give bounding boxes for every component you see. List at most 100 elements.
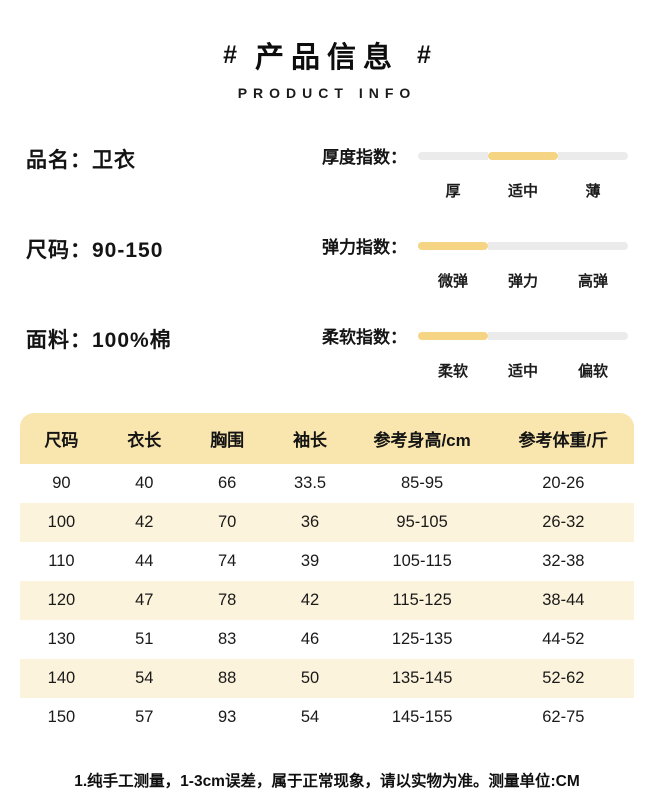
cell: 39 xyxy=(300,552,320,570)
index-options: 微弹 弹力 高弹 xyxy=(418,270,628,291)
col-header-length: 衣长 xyxy=(102,413,186,464)
cell: 47 xyxy=(135,591,154,609)
cell: 125-135 xyxy=(391,630,453,648)
col-header-weight: 参考体重/斤 xyxy=(492,413,634,464)
cell: 54 xyxy=(135,669,154,687)
title-row: # 产品信息 # xyxy=(0,34,654,76)
bar-segment xyxy=(418,241,488,250)
cell: 57 xyxy=(135,708,154,726)
page-header: # 产品信息 # PRODUCT INFO xyxy=(0,0,654,102)
table-row: 90 40 66 33.5 85-95 20-26 xyxy=(20,464,634,503)
index-label: 柔软指数： xyxy=(322,328,407,347)
col-header-size: 尺码 xyxy=(20,413,103,464)
cell: 115-125 xyxy=(392,591,452,609)
cell: 70 xyxy=(218,513,237,531)
cell: 140 xyxy=(47,669,76,687)
hash-decoration-left: # xyxy=(223,40,237,69)
attr-size-range: 尺码：90-150 xyxy=(26,233,322,264)
cell: 52-62 xyxy=(542,669,585,687)
index-top: 柔软指数： xyxy=(322,323,628,348)
cell: 44-52 xyxy=(542,630,585,648)
attr-value: 卫衣 xyxy=(92,149,136,172)
cell: 105-115 xyxy=(392,552,452,570)
cell: 62-75 xyxy=(542,708,585,726)
bar-segment xyxy=(488,331,558,340)
index-top: 厚度指数： xyxy=(322,143,628,168)
index-label: 厚度指数： xyxy=(322,148,407,167)
info-section: 品名：卫衣 厚度指数： 厚 适中 薄 尺码：90-150 xyxy=(0,101,654,381)
index-thickness: 厚度指数： 厚 适中 薄 xyxy=(322,143,628,201)
index-option: 厚 xyxy=(445,183,461,200)
cell: 95-105 xyxy=(396,513,448,531)
index-bar xyxy=(418,331,628,340)
cell: 42 xyxy=(135,513,154,531)
measurement-note: 1.纯手工测量，1-3cm误差，属于正常现象，请以实物为准。测量单位:CM xyxy=(74,773,580,790)
index-label: 弹力指数： xyxy=(322,238,407,257)
size-table-body: 90 40 66 33.5 85-95 20-26 100 42 70 36 9… xyxy=(20,464,634,737)
cell: 32-38 xyxy=(542,552,585,570)
index-elasticity: 弹力指数： 微弹 弹力 高弹 xyxy=(322,233,628,291)
attr-label: 面料： xyxy=(26,329,92,352)
cell: 26-32 xyxy=(542,513,585,531)
index-option: 偏软 xyxy=(577,363,608,380)
index-softness: 柔软指数： 柔软 适中 偏软 xyxy=(322,323,628,381)
page-title: 产品信息 xyxy=(254,42,399,74)
cell: 83 xyxy=(218,630,237,648)
index-option: 适中 xyxy=(507,363,538,380)
index-options: 柔软 适中 偏软 xyxy=(418,360,628,381)
info-row-name-thickness: 品名：卫衣 厚度指数： 厚 适中 薄 xyxy=(26,143,628,201)
size-table: 尺码 衣长 胸围 袖长 参考身高/cm 参考体重/斤 90 40 66 33.5… xyxy=(20,413,634,737)
bar-segment xyxy=(558,241,628,250)
index-top: 弹力指数： xyxy=(322,233,628,258)
cell: 145-155 xyxy=(391,708,453,726)
col-header-height: 参考身高/cm xyxy=(351,413,493,464)
cell: 135-145 xyxy=(391,669,453,687)
cell: 93 xyxy=(218,708,237,726)
table-row: 140 54 88 50 135-145 52-62 xyxy=(20,659,634,698)
cell: 130 xyxy=(47,630,76,648)
cell: 54 xyxy=(300,708,320,726)
size-table-head: 尺码 衣长 胸围 袖长 参考身高/cm 参考体重/斤 xyxy=(20,413,634,464)
cell: 85-95 xyxy=(401,474,444,492)
cell: 90 xyxy=(52,474,71,492)
index-option: 微弹 xyxy=(437,273,468,290)
attr-value: 100%棉 xyxy=(92,329,172,352)
hash-decoration-right: # xyxy=(417,40,431,69)
bar-segment xyxy=(558,331,628,340)
bar-segment xyxy=(488,151,558,160)
table-header-row: 尺码 衣长 胸围 袖长 参考身高/cm 参考体重/斤 xyxy=(20,413,634,464)
cell: 46 xyxy=(300,630,320,648)
bar-segment xyxy=(558,151,628,160)
cell: 44 xyxy=(135,552,154,570)
index-option: 高弹 xyxy=(577,273,608,290)
bar-segment xyxy=(488,241,558,250)
cell: 100 xyxy=(47,513,76,531)
cell: 51 xyxy=(135,630,154,648)
cell: 40 xyxy=(135,474,154,492)
cell: 36 xyxy=(300,513,320,531)
index-bar xyxy=(418,241,628,250)
cell: 33.5 xyxy=(294,474,327,492)
size-table-wrap: 尺码 衣长 胸围 袖长 参考身高/cm 参考体重/斤 90 40 66 33.5… xyxy=(20,413,634,737)
cell: 50 xyxy=(300,669,320,687)
table-row: 100 42 70 36 95-105 26-32 xyxy=(20,503,634,542)
attr-fabric: 面料：100%棉 xyxy=(26,323,322,354)
index-option: 适中 xyxy=(507,183,538,200)
info-row-fabric-softness: 面料：100%棉 柔软指数： 柔软 适中 偏软 xyxy=(26,323,628,381)
cell: 150 xyxy=(47,708,76,726)
attr-label: 尺码： xyxy=(26,239,92,262)
index-option: 弹力 xyxy=(507,273,538,290)
cell: 88 xyxy=(218,669,237,687)
cell: 20-26 xyxy=(542,474,585,492)
info-row-size-elasticity: 尺码：90-150 弹力指数： 微弹 弹力 高弹 xyxy=(26,233,628,291)
table-row: 150 57 93 54 145-155 62-75 xyxy=(20,698,634,737)
attr-value: 90-150 xyxy=(92,239,164,262)
cell: 38-44 xyxy=(542,591,585,609)
attr-product-name: 品名：卫衣 xyxy=(26,143,322,174)
col-header-chest: 胸围 xyxy=(185,413,269,464)
cell: 78 xyxy=(218,591,237,609)
index-bar xyxy=(418,151,628,160)
cell: 42 xyxy=(300,591,320,609)
attr-label: 品名： xyxy=(26,149,92,172)
